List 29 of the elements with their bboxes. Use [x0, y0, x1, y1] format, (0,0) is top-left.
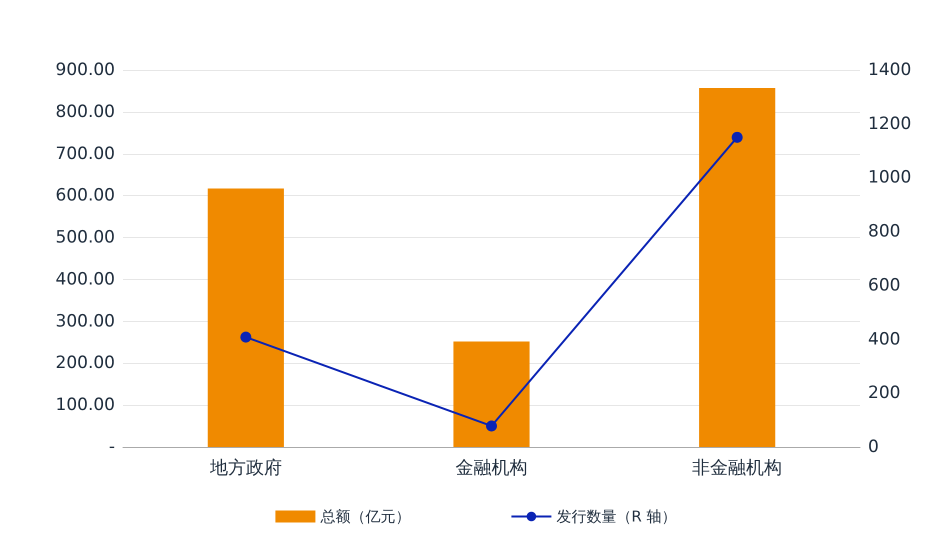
y2-tick-label: 800	[868, 222, 900, 242]
y-tick-label: 100.00	[56, 395, 115, 416]
y-tick-label: 400.00	[56, 269, 115, 290]
bar	[699, 88, 776, 447]
point	[240, 332, 252, 343]
legend-label: 总额（亿元）	[319, 508, 410, 526]
point	[732, 132, 743, 143]
legend-label: 发行数量（R 轴）	[556, 508, 677, 526]
y-tick-label: 600.00	[56, 186, 115, 206]
y2-tick-label: 600	[868, 275, 900, 296]
point	[486, 420, 497, 432]
y-tick-label: 200.00	[56, 353, 115, 374]
y2-tick-label: 1000	[868, 168, 912, 188]
y-tick-label: 800.00	[56, 102, 115, 122]
y2-tick-label: 0	[868, 437, 879, 457]
y-tick-label: 900.00	[56, 60, 115, 80]
x-tick-label: 地方政府	[208, 458, 282, 478]
y2-tick-label: 200	[868, 383, 900, 404]
y-tick-label: -	[108, 437, 115, 457]
y-tick-label: 500.00	[56, 228, 115, 248]
bar	[453, 341, 530, 447]
bar	[208, 188, 284, 447]
y2-tick-label: 1200	[868, 114, 912, 134]
x-tick-label: 非金融机构	[692, 458, 782, 478]
y-tick-label: 700.00	[56, 144, 115, 164]
x-tick-label: 金融机构	[456, 458, 528, 478]
y2-tick-label: 400	[868, 329, 900, 350]
y2-tick-label: 1400	[868, 60, 912, 80]
y-tick-label: 300.00	[56, 311, 115, 332]
